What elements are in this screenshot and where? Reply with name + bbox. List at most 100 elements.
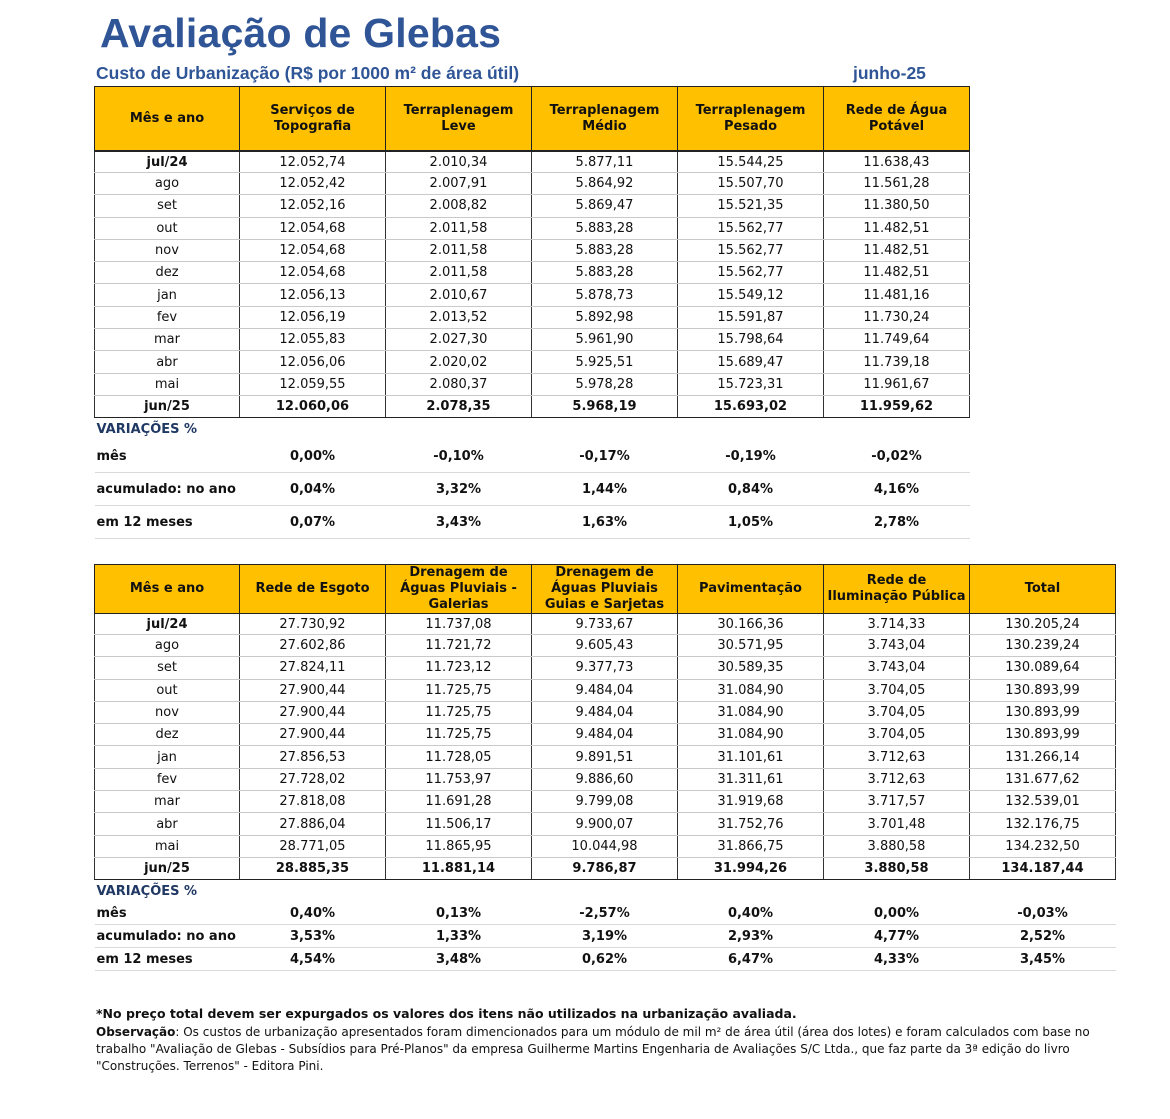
variation-value: 6,47% bbox=[677, 947, 824, 972]
value-cell: 130.893,99 bbox=[969, 723, 1116, 747]
variation-label: mês bbox=[94, 440, 240, 474]
value-cell: 134.232,50 bbox=[969, 835, 1116, 858]
value-cell: 15.723,31 bbox=[677, 373, 824, 396]
value-cell: 27.818,08 bbox=[239, 790, 386, 814]
value-cell: 27.886,04 bbox=[239, 812, 386, 836]
value-cell: 9.799,08 bbox=[531, 790, 678, 814]
value-cell: 11.380,50 bbox=[823, 194, 970, 218]
value-cell: 30.166,36 bbox=[677, 613, 824, 635]
variation-value: 1,63% bbox=[531, 505, 678, 540]
value-cell: 5.883,28 bbox=[531, 239, 678, 263]
value-cell: 5.877,11 bbox=[531, 150, 678, 173]
value-cell: 11.482,51 bbox=[823, 261, 970, 285]
table-row: set 12.052,16 2.008,82 5.869,47 15.521,35 11.… bbox=[94, 194, 970, 218]
variations-header-row: VARIAÇÕES % bbox=[95, 880, 1116, 903]
variation-label: mês bbox=[94, 902, 240, 926]
period-cell: jan bbox=[94, 283, 240, 307]
value-cell: 12.056,19 bbox=[239, 306, 386, 330]
value-cell: 12.054,68 bbox=[239, 217, 386, 240]
value-cell: 131.677,62 bbox=[969, 768, 1116, 792]
value-cell: 2.078,35 bbox=[385, 394, 532, 419]
variation-value: 4,54% bbox=[239, 947, 386, 972]
variation-value: 3,53% bbox=[239, 924, 386, 949]
value-cell: 11.865,95 bbox=[385, 835, 532, 858]
value-cell: 2.027,30 bbox=[385, 328, 532, 352]
value-cell: 9.900,07 bbox=[531, 812, 678, 836]
value-cell: 12.052,74 bbox=[239, 150, 386, 173]
value-cell: 27.602,86 bbox=[239, 634, 386, 658]
variation-row: acumulado: no ano 3,53% 1,33% 3,19% 2,93% 4,7… bbox=[94, 924, 1116, 949]
value-cell: 11.961,67 bbox=[823, 373, 970, 396]
value-cell: 9.484,04 bbox=[531, 723, 678, 747]
column-header: Mês e ano bbox=[94, 564, 240, 614]
value-cell: 11.728,05 bbox=[385, 745, 532, 769]
variation-value: 0,40% bbox=[239, 902, 386, 926]
period-cell: set bbox=[94, 194, 240, 218]
value-cell: 12.052,42 bbox=[239, 172, 386, 196]
value-cell: 31.084,90 bbox=[677, 679, 824, 702]
cost-table-1: Mês e ano Serviços de Topografia Terraplen… bbox=[94, 86, 970, 540]
variation-value: -0,17% bbox=[531, 440, 678, 474]
table-row: mai 12.059,55 2.080,37 5.978,28 15.723,31 11.… bbox=[94, 373, 970, 396]
observation: Observação: Os custos de urbanização apr… bbox=[96, 1024, 1116, 1075]
value-cell: 11.691,28 bbox=[385, 790, 532, 814]
variation-value: 3,45% bbox=[969, 947, 1116, 972]
table-header: Mês e ano Rede de Esgoto Drenagem de Águas… bbox=[94, 564, 1116, 614]
value-cell: 12.054,68 bbox=[239, 239, 386, 263]
value-cell: 11.725,75 bbox=[385, 679, 532, 702]
period-cell: jul/24 bbox=[94, 613, 240, 635]
variation-value: 0,07% bbox=[239, 505, 386, 540]
value-cell: 31.084,90 bbox=[677, 701, 824, 725]
value-cell: 130.239,24 bbox=[969, 634, 1116, 658]
value-cell: 30.571,95 bbox=[677, 634, 824, 658]
period-cell: mai bbox=[94, 835, 240, 858]
column-header: Drenagem de Águas Pluviais - Galerias bbox=[385, 564, 532, 614]
table-row: jun/25 28.885,35 11.881,14 9.786,87 31.994,2… bbox=[94, 856, 1116, 881]
value-cell: 11.737,08 bbox=[385, 613, 532, 635]
value-cell: 131.266,14 bbox=[969, 745, 1116, 769]
value-cell: 12.059,55 bbox=[239, 373, 386, 396]
page-subtitle: Custo de Urbanização (R$ por 1000 m² de … bbox=[96, 63, 520, 83]
variations-label: VARIAÇÕES % bbox=[96, 883, 198, 899]
variation-value: 1,33% bbox=[385, 924, 532, 949]
variation-value: 0,13% bbox=[385, 902, 532, 926]
table-row: mai 28.771,05 11.865,95 10.044,98 31.866,75 3… bbox=[94, 835, 1116, 858]
variation-label: em 12 meses bbox=[94, 947, 240, 972]
value-cell: 31.919,68 bbox=[677, 790, 824, 814]
period-cell: fev bbox=[94, 306, 240, 330]
variation-value: 0,40% bbox=[677, 902, 824, 926]
value-cell: 3.717,57 bbox=[823, 790, 970, 814]
variation-value: 0,00% bbox=[239, 440, 386, 474]
value-cell: 12.056,13 bbox=[239, 283, 386, 307]
value-cell: 11.725,75 bbox=[385, 701, 532, 725]
value-cell: 11.638,43 bbox=[823, 150, 970, 173]
value-cell: 15.507,70 bbox=[677, 172, 824, 196]
value-cell: 31.994,26 bbox=[677, 856, 824, 881]
period-cell: dez bbox=[94, 723, 240, 747]
variation-label: acumulado: no ano bbox=[94, 924, 240, 949]
column-header: Pavimentação bbox=[677, 564, 824, 614]
period-cell: jul/24 bbox=[94, 150, 240, 173]
value-cell: 11.482,51 bbox=[823, 217, 970, 240]
table-row: out 27.900,44 11.725,75 9.484,04 31.084,90 3.… bbox=[94, 679, 1116, 702]
variation-value: 2,93% bbox=[677, 924, 824, 949]
value-cell: 5.968,19 bbox=[531, 394, 678, 419]
value-cell: 9.377,73 bbox=[531, 656, 678, 680]
value-cell: 11.725,75 bbox=[385, 723, 532, 747]
period-cell: abr bbox=[94, 812, 240, 836]
variation-value: -2,57% bbox=[531, 902, 678, 926]
value-cell: 27.728,02 bbox=[239, 768, 386, 792]
value-cell: 5.978,28 bbox=[531, 373, 678, 396]
value-cell: 5.883,28 bbox=[531, 217, 678, 240]
variation-label: acumulado: no ano bbox=[94, 472, 240, 507]
value-cell: 2.011,58 bbox=[385, 217, 532, 240]
variation-row: em 12 meses 0,07% 3,43% 1,63% 1,05% 2,78% bbox=[94, 505, 970, 540]
variation-row: mês 0,00% -0,10% -0,17% -0,19% -0,02% bbox=[94, 440, 970, 474]
period-cell: set bbox=[94, 656, 240, 680]
value-cell: 15.562,77 bbox=[677, 217, 824, 240]
period-cell: abr bbox=[94, 350, 240, 374]
variation-value: 3,43% bbox=[385, 505, 532, 540]
variation-value: -0,02% bbox=[823, 440, 970, 474]
value-cell: 15.549,12 bbox=[677, 283, 824, 307]
value-cell: 11.959,62 bbox=[823, 394, 970, 419]
